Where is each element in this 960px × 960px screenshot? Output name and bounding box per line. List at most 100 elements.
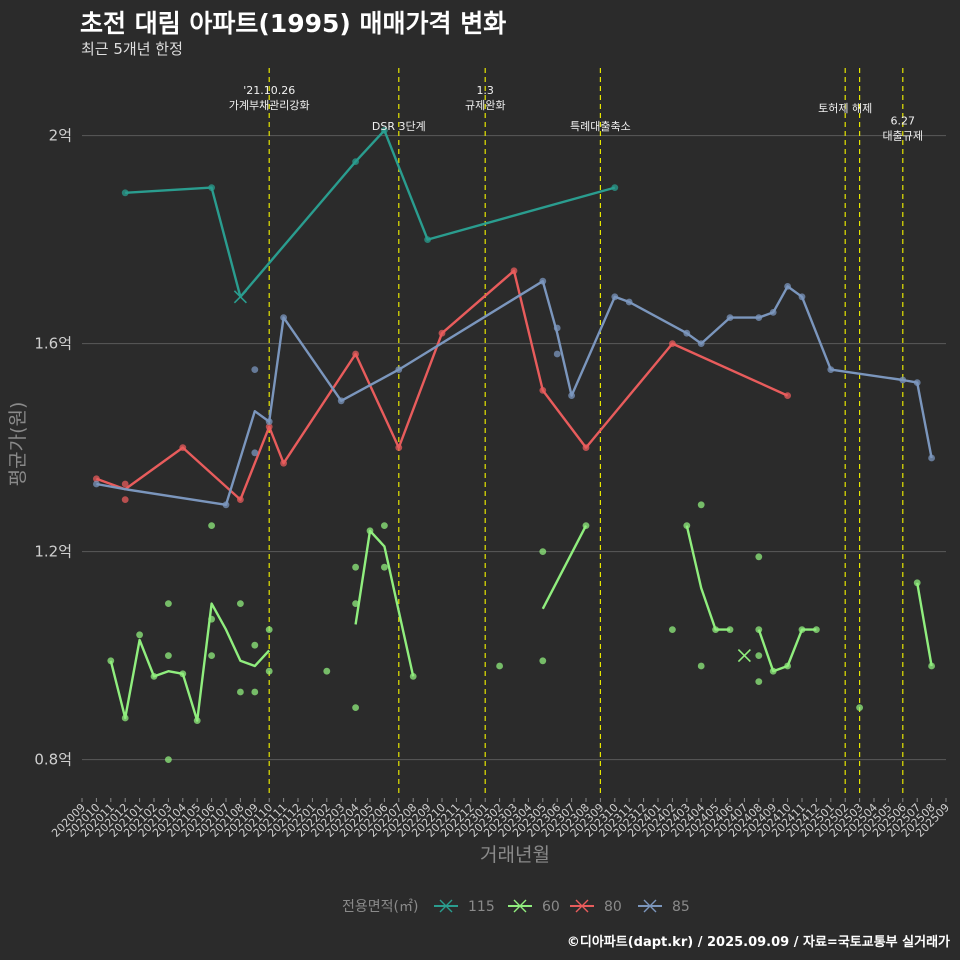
data-point xyxy=(121,714,129,722)
data-point xyxy=(784,283,791,290)
data-point xyxy=(352,704,359,711)
data-point xyxy=(712,626,719,633)
data-point xyxy=(265,667,273,675)
y-axis: 0.8억 1.2억 1.6억 2억 xyxy=(34,127,72,769)
data-point xyxy=(409,673,417,680)
data-point xyxy=(165,600,172,607)
data-point xyxy=(625,298,633,306)
legend-cross-icon xyxy=(643,899,657,913)
data-point xyxy=(683,329,691,337)
data-point xyxy=(251,688,259,696)
event-label: 6.27 xyxy=(891,115,916,128)
source-caption: ©디아파트(dapt.kr) / 2025.09.09 / 자료=국토교통부 실… xyxy=(566,935,950,950)
data-point xyxy=(539,277,547,285)
data-point xyxy=(827,366,835,373)
data-point xyxy=(193,717,201,724)
data-point xyxy=(352,158,359,166)
event-label: DSR 3단계 xyxy=(372,120,426,133)
event-label: 가계부채관리강화 xyxy=(229,99,310,112)
event-label: 1.3 xyxy=(476,84,494,97)
data-point xyxy=(913,579,921,587)
gridlines xyxy=(82,135,946,761)
series-line xyxy=(109,602,271,722)
data-point xyxy=(856,704,863,711)
data-point xyxy=(352,600,359,607)
y-tick-label: 0.8억 xyxy=(34,751,72,769)
data-point xyxy=(510,267,518,275)
data-point xyxy=(165,756,172,763)
series-line xyxy=(125,129,616,298)
x-axis: 2020092020102020112020122021012021022021… xyxy=(49,798,952,840)
data-point xyxy=(366,527,374,535)
legend-title: 전용면적(㎡) xyxy=(342,899,418,915)
data-point xyxy=(395,444,403,451)
legend-label: 115 xyxy=(468,899,495,915)
data-point xyxy=(265,418,273,425)
data-point xyxy=(683,522,691,529)
chart-title: 초전 대림 아파트(1995) 매매가격 변화 xyxy=(80,9,507,38)
data-point xyxy=(669,626,676,633)
data-point xyxy=(395,366,403,373)
data-point xyxy=(438,329,446,337)
data-point xyxy=(726,626,734,633)
data-point xyxy=(381,522,388,529)
data-point xyxy=(784,662,791,670)
data-point xyxy=(553,324,561,332)
data-point xyxy=(280,459,287,467)
data-point xyxy=(798,293,806,301)
legend-cross-icon xyxy=(513,899,527,913)
data-point xyxy=(755,314,763,321)
data-point xyxy=(208,184,216,192)
legend-item-60: 60 xyxy=(508,899,560,915)
series-line xyxy=(95,269,789,501)
data-point xyxy=(121,189,129,197)
legend-cross-icon xyxy=(575,899,589,913)
data-point-cross xyxy=(737,649,751,663)
legend-label: 80 xyxy=(604,899,622,915)
data-point xyxy=(669,340,676,347)
data-point xyxy=(93,475,100,483)
data-point xyxy=(208,522,216,529)
legend: 전용면적(㎡) 115 60 80 85 xyxy=(342,899,690,915)
event-label: 토허제 해제 xyxy=(818,101,872,115)
data-point xyxy=(913,379,921,386)
data-point xyxy=(136,631,144,639)
data-point xyxy=(784,392,791,399)
data-point xyxy=(539,387,547,394)
data-point xyxy=(265,626,273,633)
data-point xyxy=(755,626,763,633)
data-point xyxy=(539,548,547,555)
data-point xyxy=(280,314,287,321)
data-point xyxy=(208,652,216,659)
y-axis-title: 평균가(원) xyxy=(7,402,29,487)
legend-item-80: 80 xyxy=(570,899,622,915)
data-point xyxy=(798,626,806,633)
data-point xyxy=(251,449,259,457)
y-tick-label: 2억 xyxy=(49,127,72,145)
data-point xyxy=(553,350,561,358)
data-point xyxy=(107,657,115,665)
data-point xyxy=(237,496,244,503)
data-point xyxy=(165,652,172,659)
data-point xyxy=(323,667,331,675)
data-point xyxy=(222,501,230,509)
series-line xyxy=(541,525,588,610)
series-layer xyxy=(93,126,935,763)
y-tick-label: 1.6억 xyxy=(34,335,72,353)
data-point xyxy=(697,662,705,670)
data-point xyxy=(337,397,345,405)
data-point xyxy=(237,600,244,607)
event-label: 규제완화 xyxy=(465,99,505,112)
legend-cross-icon xyxy=(439,899,453,913)
event-label: '21.10.26 xyxy=(243,84,295,97)
data-point xyxy=(496,662,503,670)
chart-subtitle: 최근 5개년 한정 xyxy=(81,40,183,58)
data-point xyxy=(726,314,734,321)
series-line xyxy=(685,525,730,631)
series-line xyxy=(96,280,933,506)
event-lines xyxy=(268,68,904,796)
x-axis-title: 거래년월 xyxy=(480,844,550,866)
data-point xyxy=(539,657,547,665)
data-point xyxy=(208,615,216,623)
